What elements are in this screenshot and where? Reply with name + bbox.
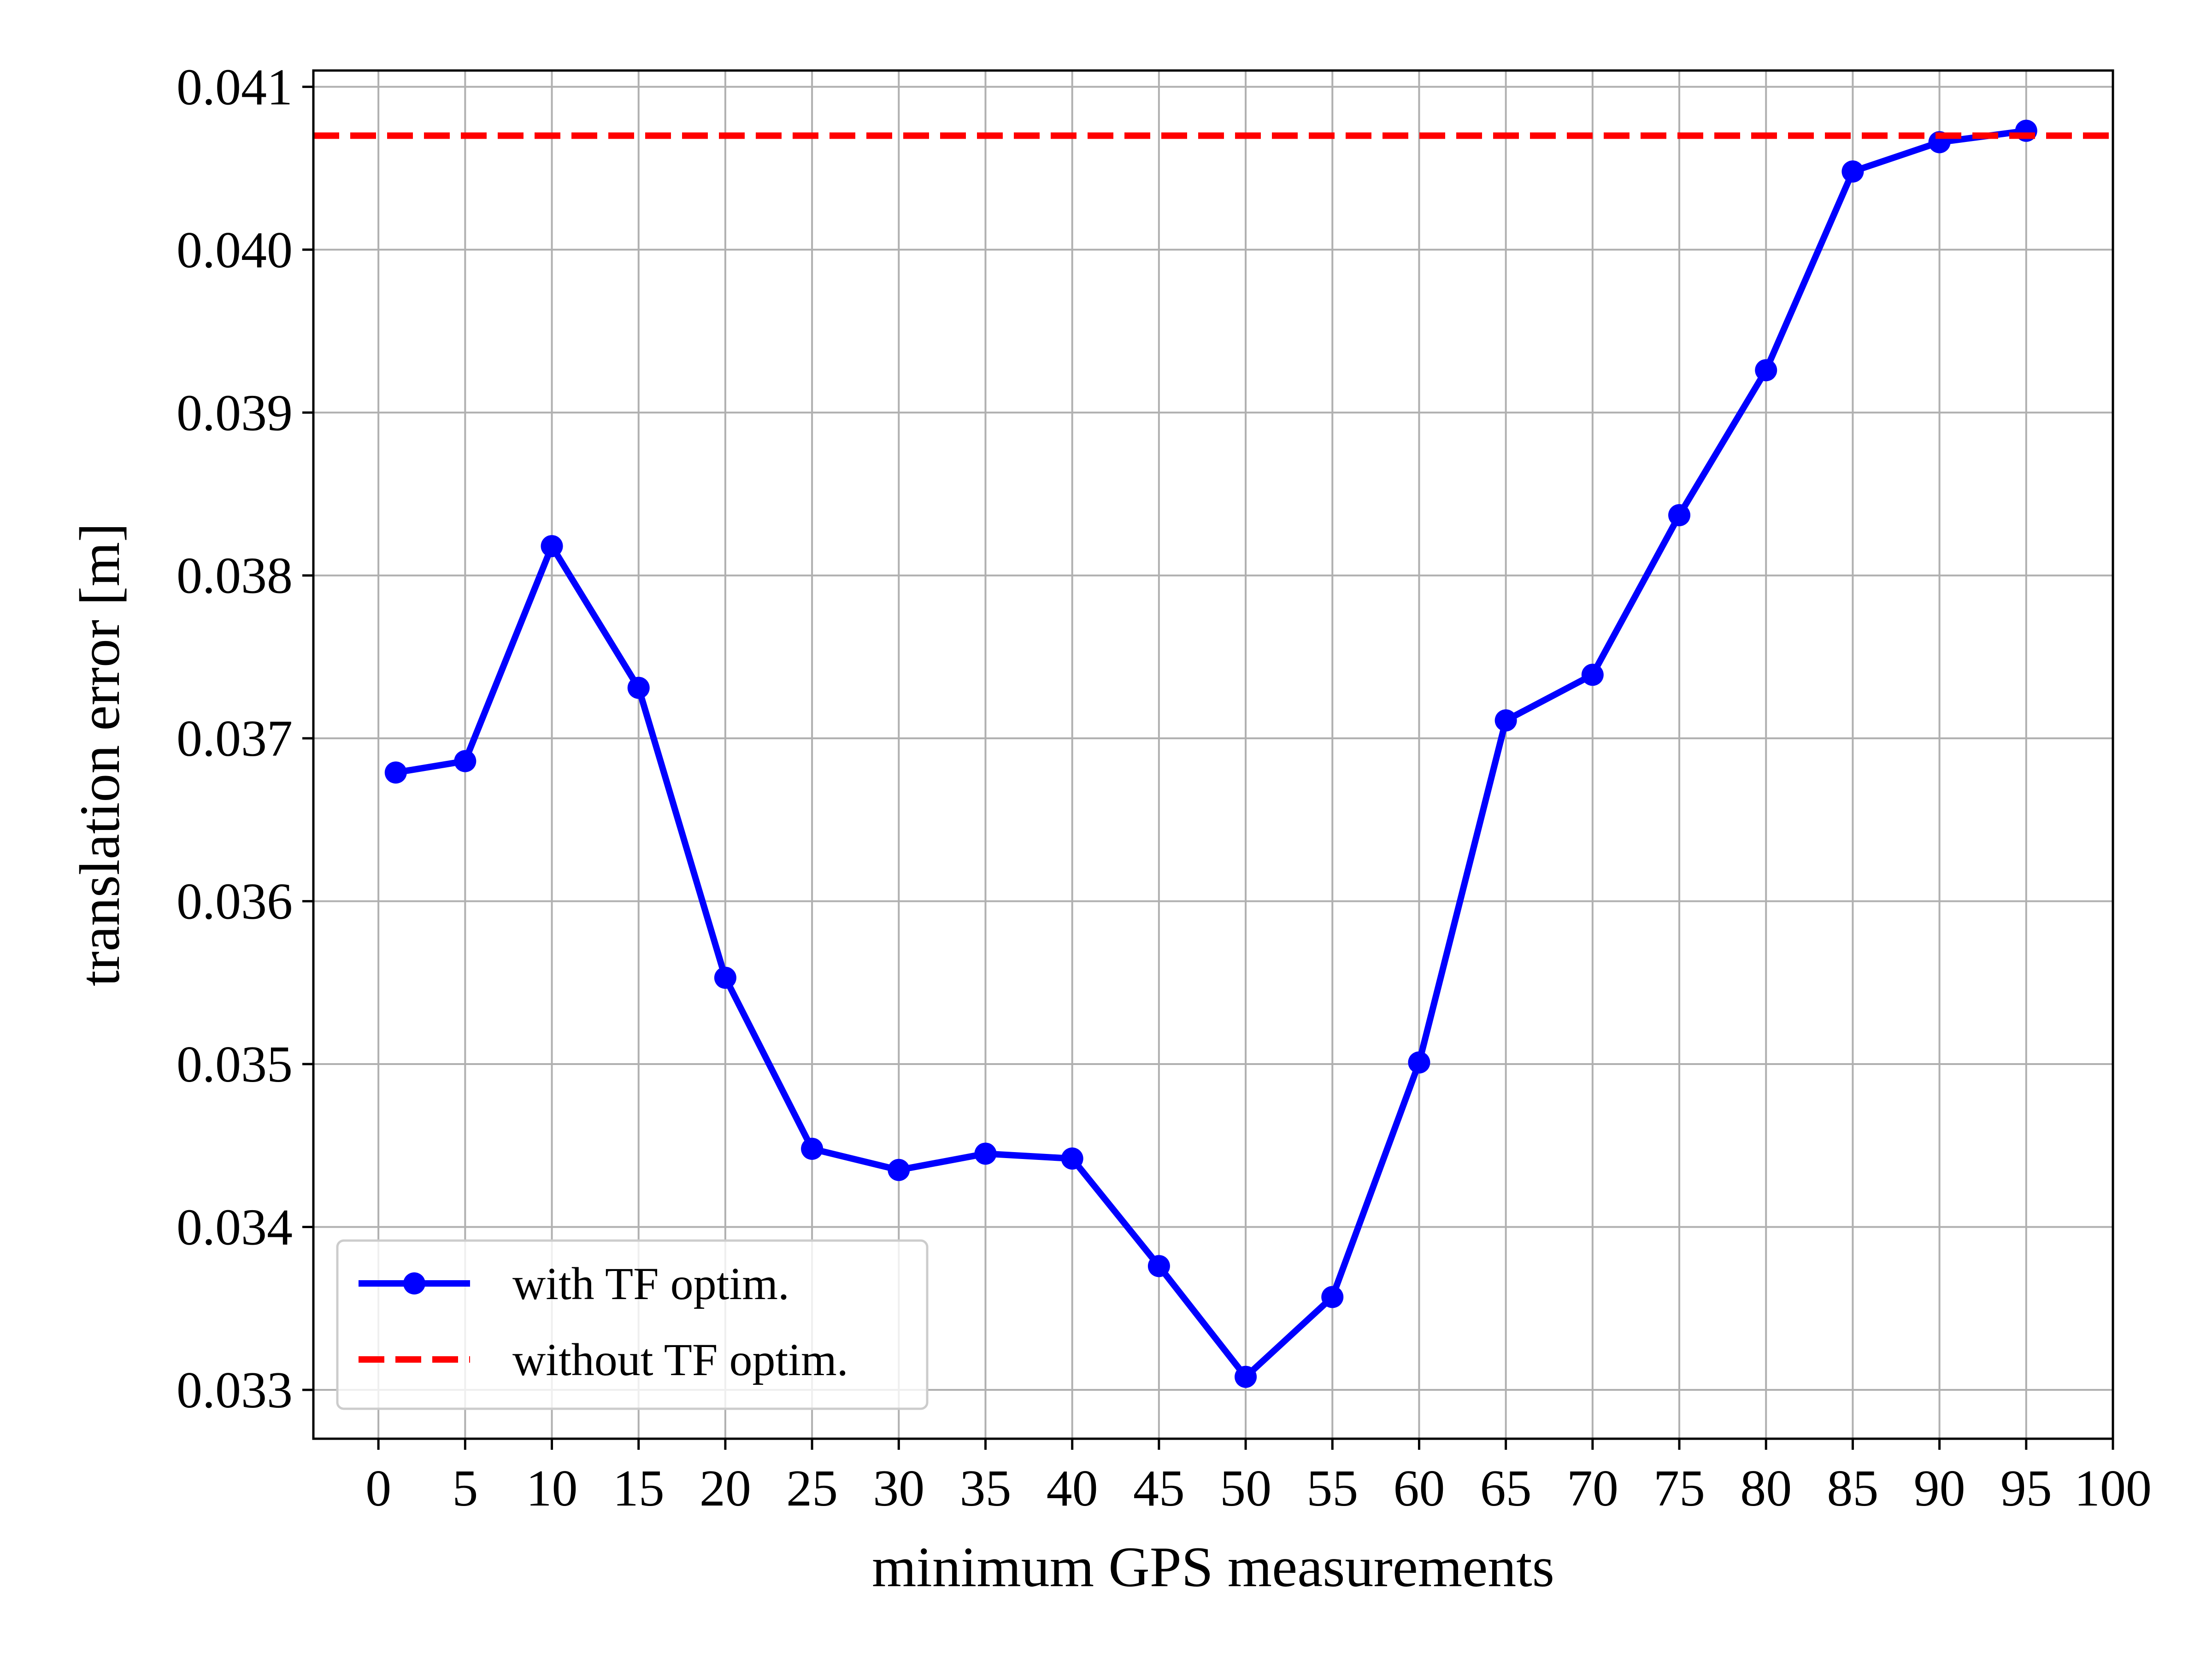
data-point	[801, 1137, 824, 1160]
x-axis-label: minimum GPS measurements	[872, 1535, 1554, 1599]
x-tick-label: 15	[613, 1460, 665, 1517]
x-tick-label: 0	[365, 1460, 391, 1517]
grid-lines	[313, 71, 2114, 1439]
x-axis-ticks: 0 5 10 15 20 25 30 35 40 45 50 55 60 65 70 75 80 85 90 95 10…	[365, 1439, 2152, 1517]
x-tick-label: 95	[2000, 1460, 2052, 1517]
data-point	[384, 761, 407, 784]
y-tick-label: 0.040	[176, 222, 293, 279]
y-axis-label: translation error [m]	[68, 523, 131, 986]
y-tick-label: 0.038	[176, 547, 293, 605]
x-tick-label: 70	[1567, 1460, 1618, 1517]
series-with-tf-optim	[384, 119, 2037, 1388]
data-point	[1841, 160, 1864, 183]
y-axis-ticks: 0.033 0.034 0.035 0.036 0.037 0.038 0.039 0.040…	[176, 59, 313, 1419]
series-line	[395, 127, 2027, 1380]
x-tick-label: 50	[1220, 1460, 1271, 1517]
y-tick-label: 0.036	[176, 873, 293, 930]
x-tick-label: 45	[1133, 1460, 1185, 1517]
legend-label: with TF optim.	[512, 1258, 789, 1309]
plot-area-frame	[312, 69, 2114, 1440]
x-tick-label: 90	[1914, 1460, 1965, 1517]
data-point	[888, 1159, 910, 1181]
y-tick-label: 0.035	[176, 1036, 293, 1093]
x-tick-label: 100	[2074, 1460, 2152, 1517]
data-point	[1668, 504, 1691, 526]
y-tick-label: 0.041	[176, 59, 293, 116]
x-tick-label: 60	[1393, 1460, 1445, 1517]
legend-marker	[403, 1272, 425, 1294]
plot-series	[313, 119, 2113, 1388]
data-point	[1755, 359, 1777, 382]
data-point	[1321, 1286, 1344, 1308]
x-tick-label: 30	[873, 1460, 924, 1517]
x-tick-label: 55	[1306, 1460, 1358, 1517]
x-tick-label: 75	[1653, 1460, 1705, 1517]
x-tick-label: 80	[1740, 1460, 1792, 1517]
x-tick-label: 85	[1827, 1460, 1878, 1517]
data-point	[541, 535, 563, 558]
x-tick-label: 10	[526, 1460, 578, 1517]
data-point	[1408, 1051, 1430, 1074]
data-point	[974, 1142, 997, 1165]
x-tick-label: 20	[700, 1460, 751, 1517]
x-tick-label: 5	[452, 1460, 478, 1517]
x-tick-label: 25	[786, 1460, 838, 1517]
legend-label: without TF optim.	[512, 1334, 848, 1385]
data-point	[627, 677, 650, 699]
data-point	[454, 750, 477, 772]
y-tick-label: 0.033	[176, 1362, 293, 1419]
y-tick-label: 0.037	[176, 710, 293, 767]
y-tick-label: 0.039	[176, 384, 293, 441]
x-tick-label: 40	[1047, 1460, 1098, 1517]
data-point	[714, 966, 736, 989]
legend-box	[336, 1239, 929, 1410]
data-point	[1147, 1255, 1170, 1277]
data-point	[1494, 709, 1517, 732]
legend: with TF optim. without TF optim.	[336, 1239, 929, 1410]
y-tick-label: 0.034	[176, 1199, 293, 1256]
data-point	[1061, 1147, 1083, 1170]
data-point	[1235, 1365, 1257, 1388]
x-tick-label: 35	[959, 1460, 1011, 1517]
data-point	[1581, 664, 1604, 686]
x-tick-label: 65	[1480, 1460, 1532, 1517]
